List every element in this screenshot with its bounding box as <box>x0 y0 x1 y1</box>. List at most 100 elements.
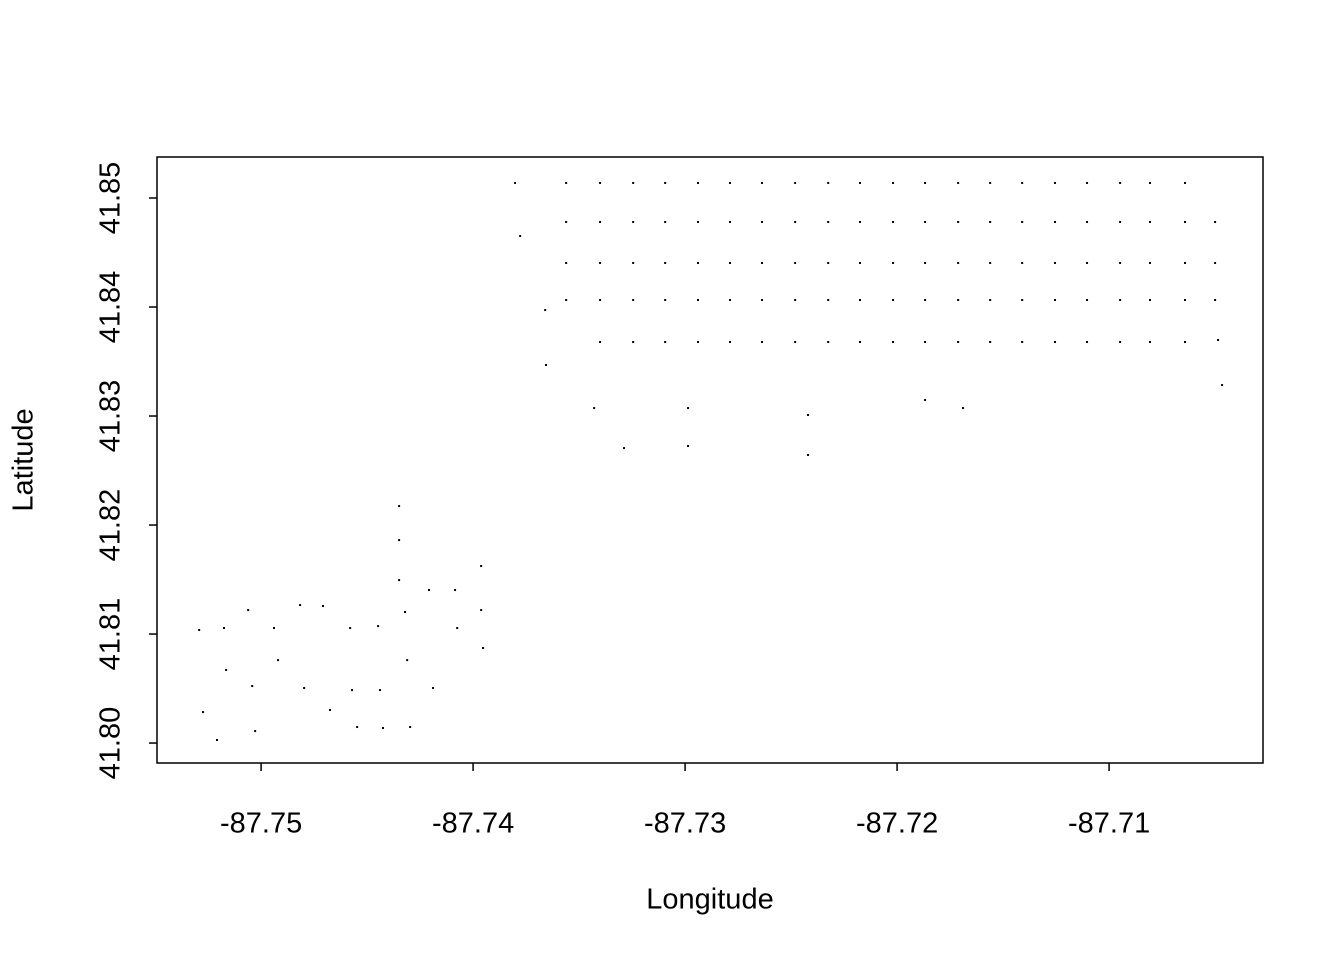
point <box>432 686 435 689</box>
point <box>519 235 522 238</box>
point <box>1149 181 1152 184</box>
point <box>794 220 797 223</box>
point <box>687 444 690 447</box>
y-tick-label: 41.85 <box>95 162 127 235</box>
point <box>664 299 667 302</box>
point <box>827 181 830 184</box>
point <box>1183 220 1186 223</box>
point <box>456 627 459 630</box>
point <box>379 689 382 692</box>
point <box>1021 340 1024 343</box>
point <box>957 299 960 302</box>
point <box>1086 181 1089 184</box>
point <box>892 220 895 223</box>
point <box>664 340 667 343</box>
point <box>398 579 401 582</box>
y-axis-label: Latitude <box>8 408 40 511</box>
point <box>377 625 380 628</box>
point <box>225 669 228 672</box>
point <box>406 659 409 662</box>
y-tick-label: 41.81 <box>95 598 127 671</box>
point <box>794 261 797 264</box>
point <box>729 261 732 264</box>
point <box>697 181 700 184</box>
point <box>1021 299 1024 302</box>
point <box>632 220 635 223</box>
point <box>1054 340 1057 343</box>
point <box>254 730 257 733</box>
point <box>599 299 602 302</box>
point <box>321 605 324 608</box>
point <box>761 261 764 264</box>
y-tick-label: 41.80 <box>95 707 127 780</box>
point <box>827 261 830 264</box>
point <box>1221 384 1224 387</box>
point <box>729 340 732 343</box>
point <box>892 181 895 184</box>
point <box>989 220 992 223</box>
point <box>989 181 992 184</box>
point <box>545 363 548 366</box>
point <box>924 261 927 264</box>
point <box>957 340 960 343</box>
point <box>349 627 352 630</box>
point <box>729 299 732 302</box>
point <box>664 220 667 223</box>
point <box>1119 299 1122 302</box>
point <box>599 261 602 264</box>
point <box>632 299 635 302</box>
point <box>1214 299 1217 302</box>
point <box>989 340 992 343</box>
point <box>664 181 667 184</box>
plot-frame <box>156 156 1264 764</box>
point <box>544 309 547 312</box>
point <box>1149 220 1152 223</box>
point <box>398 505 401 508</box>
point <box>729 220 732 223</box>
point <box>858 220 861 223</box>
point <box>957 220 960 223</box>
point <box>761 220 764 223</box>
point <box>1086 299 1089 302</box>
point <box>989 299 992 302</box>
point <box>1183 261 1186 264</box>
point <box>858 299 861 302</box>
point <box>1149 261 1152 264</box>
point <box>858 261 861 264</box>
point <box>729 181 732 184</box>
point <box>623 447 626 450</box>
point <box>962 407 965 410</box>
point <box>599 220 602 223</box>
point <box>514 181 517 184</box>
point <box>273 627 276 630</box>
point <box>351 689 354 692</box>
point <box>454 588 457 591</box>
point <box>924 398 927 401</box>
point <box>1119 220 1122 223</box>
point <box>1086 261 1089 264</box>
point <box>1054 181 1057 184</box>
point <box>480 565 483 568</box>
point <box>1149 299 1152 302</box>
point <box>409 726 412 729</box>
point <box>202 711 205 714</box>
point <box>697 220 700 223</box>
y-tick-label: 41.83 <box>95 380 127 453</box>
y-tick-label: 41.82 <box>95 489 127 562</box>
point <box>565 261 568 264</box>
point <box>251 685 254 688</box>
point <box>480 609 483 612</box>
point <box>957 261 960 264</box>
point <box>794 340 797 343</box>
x-tick-label: -87.73 <box>644 808 726 840</box>
point <box>761 181 764 184</box>
point <box>827 299 830 302</box>
point <box>807 454 810 457</box>
point <box>957 181 960 184</box>
y-tick-label: 41.84 <box>95 271 127 344</box>
point <box>565 220 568 223</box>
point <box>892 340 895 343</box>
x-tick-label: -87.74 <box>432 808 514 840</box>
point <box>858 340 861 343</box>
